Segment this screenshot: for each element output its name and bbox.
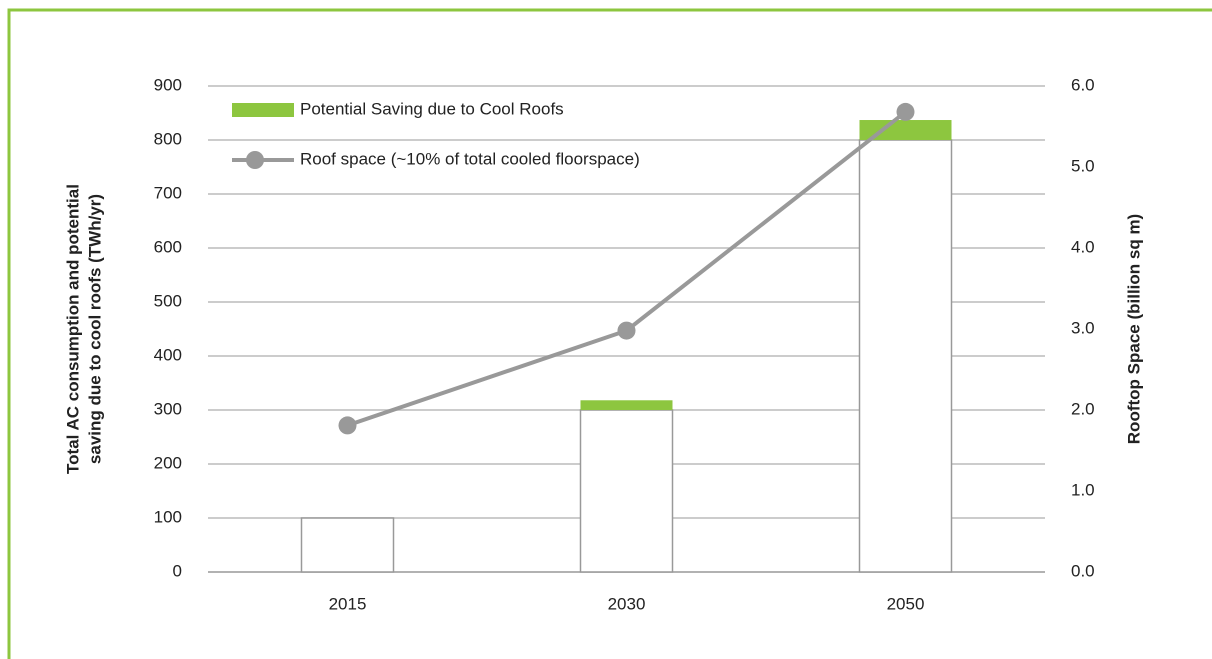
legend-label: Roof space (~10% of total cooled floorsp… [300, 149, 640, 168]
line-marker [896, 102, 915, 121]
y-axis-title: Total AC consumption and potential [63, 184, 82, 474]
y-tick-label: 100 [154, 507, 182, 526]
bar [580, 400, 673, 410]
y-axis-title: saving due to cool roofs (TWh/yr) [85, 194, 104, 464]
y-tick-label: 800 [154, 129, 182, 148]
bar [859, 120, 952, 140]
y2-tick-label: 6.0 [1071, 75, 1095, 94]
y2-tick-label: 4.0 [1071, 237, 1095, 256]
y2-tick-label: 1.0 [1071, 480, 1095, 499]
y2-tick-label: 3.0 [1071, 318, 1095, 337]
y-tick-label: 900 [154, 75, 182, 94]
y2-tick-label: 0.0 [1071, 561, 1095, 580]
y2-axis-title: Rooftop Space (billion sq m) [1124, 214, 1143, 444]
y-tick-label: 400 [154, 345, 182, 364]
frame [7, 8, 1212, 659]
line-marker [617, 321, 636, 340]
bar [579, 409, 674, 573]
y-tick-label: 600 [154, 237, 182, 256]
x-tick-label: 2030 [608, 594, 646, 613]
x-tick-label: 2050 [887, 594, 925, 613]
bar [300, 517, 395, 573]
y-tick-label: 300 [154, 399, 182, 418]
legend-marker [246, 151, 264, 169]
legend-label: Potential Saving due to Cool Roofs [300, 99, 564, 118]
y-tick-label: 700 [154, 183, 182, 202]
line-marker [338, 416, 357, 435]
x-tick-label: 2015 [329, 594, 367, 613]
bar [858, 139, 953, 573]
y-tick-label: 500 [154, 291, 182, 310]
legend-swatch [232, 103, 294, 117]
y2-tick-label: 2.0 [1071, 399, 1095, 418]
y2-tick-label: 5.0 [1071, 156, 1095, 175]
y-tick-label: 200 [154, 453, 182, 472]
y-tick-label: 0 [173, 561, 182, 580]
